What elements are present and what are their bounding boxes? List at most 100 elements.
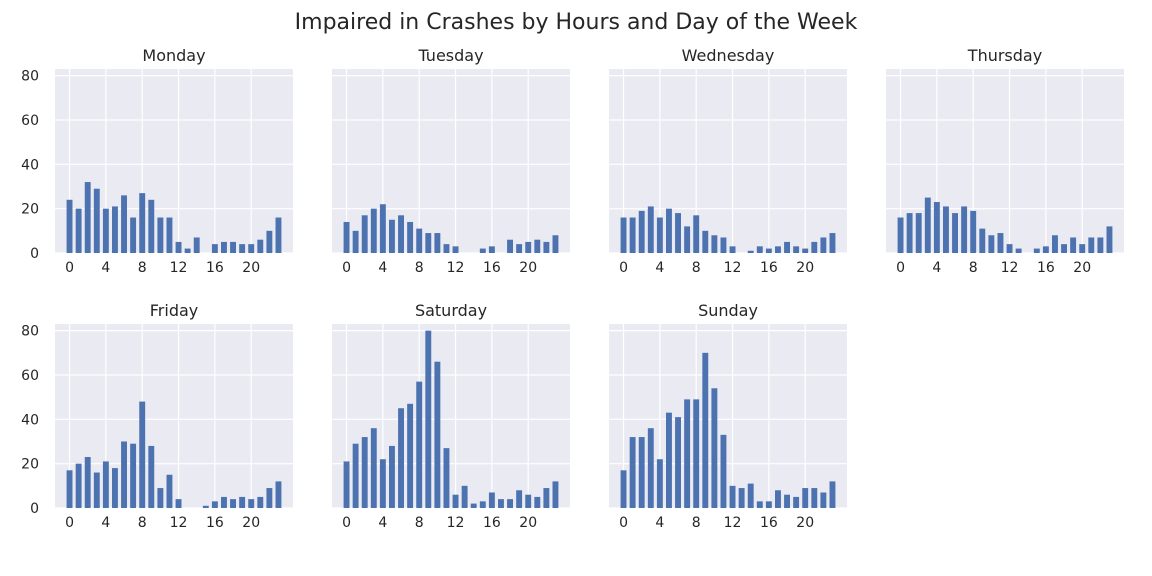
bar-friday-hour-2: [84, 457, 91, 508]
bar-saturday-hour-22: [543, 488, 550, 508]
bar-sunday-hour-15: [756, 501, 763, 508]
bar-sunday-hour-5: [666, 412, 672, 508]
panel-tuesday: 0 4 8 12 16 20 Tuesday: [332, 46, 570, 276]
bar-thursday-hour-13: [1015, 248, 1022, 253]
bar-wednesday-hour-17: [775, 246, 781, 253]
x-tick-label: 16: [206, 515, 224, 531]
x-tick-label: 20: [519, 260, 537, 276]
bar-sunday-hour-12: [729, 485, 736, 508]
bar-wednesday-hour-3: [647, 206, 654, 253]
bar-wednesday-hour-8: [693, 215, 700, 253]
x-tick-label: 12: [170, 515, 188, 531]
bar-monday-hour-4: [102, 208, 109, 253]
bar-saturday-hour-19: [516, 490, 523, 508]
x-tick-label: 16: [1037, 260, 1055, 276]
bar-friday-hour-7: [130, 443, 137, 508]
plot-area: [886, 69, 1124, 253]
bar-thursday-hour-19: [1070, 237, 1077, 253]
panel-saturday: 0 4 8 12 16 20 Saturday: [332, 301, 570, 531]
bar-friday-hour-4: [102, 461, 109, 508]
bar-monday-hour-17: [221, 241, 227, 253]
bar-friday-hour-12: [175, 499, 182, 508]
bar-monday-hour-6: [121, 195, 127, 253]
bar-sunday-hour-8: [693, 399, 700, 508]
bar-tuesday-hour-21: [534, 239, 541, 253]
bar-sunday-hour-4: [656, 459, 663, 508]
bar-tuesday-hour-1: [352, 230, 359, 253]
x-tick-label: 0: [619, 260, 628, 276]
x-tick-label: 4: [378, 260, 387, 276]
bar-monday-hour-20: [248, 244, 255, 253]
panel-wednesday: 0 4 8 12 16 20 Wednesday: [609, 46, 847, 276]
x-tick-label: 16: [760, 515, 778, 531]
bar-saturday-hour-2: [361, 437, 368, 508]
bar-sunday-hour-20: [802, 488, 809, 508]
panel-friday: 0 4 8 12 16 20 0 20 40 60 80 Friday: [21, 301, 293, 531]
bar-monday-hour-2: [84, 182, 91, 253]
plot-area: [55, 69, 293, 253]
bar-sunday-hour-13: [738, 488, 745, 508]
bar-monday-hour-12: [175, 241, 182, 253]
x-tick-label: 8: [692, 260, 701, 276]
bar-monday-hour-11: [166, 217, 173, 253]
bar-tuesday-hour-0: [343, 221, 350, 253]
bar-saturday-hour-23: [552, 481, 559, 508]
panel-title: Tuesday: [417, 46, 483, 65]
bar-thursday-hour-5: [943, 206, 949, 253]
bar-saturday-hour-11: [443, 448, 450, 508]
x-tick-label: 8: [138, 260, 147, 276]
x-tick-label: 20: [242, 515, 260, 531]
bar-wednesday-hour-1: [629, 217, 636, 253]
bar-tuesday-hour-3: [370, 208, 377, 253]
bar-thursday-hour-18: [1061, 244, 1067, 253]
panel-title: Wednesday: [682, 46, 775, 65]
bar-tuesday-hour-5: [389, 219, 395, 253]
bar-thursday-hour-3: [924, 197, 931, 253]
x-tick-label: 0: [342, 260, 351, 276]
x-tick-label: 0: [896, 260, 905, 276]
x-tick-label: 8: [138, 515, 147, 531]
y-tick-label: 80: [21, 324, 39, 340]
bar-friday-hour-23: [275, 481, 282, 508]
bar-saturday-hour-6: [398, 408, 404, 508]
bar-wednesday-hour-16: [765, 248, 772, 253]
bar-thursday-hour-2: [915, 213, 922, 253]
bar-saturday-hour-1: [352, 443, 359, 508]
y-tick-label: 60: [21, 113, 39, 129]
bar-thursday-hour-7: [961, 206, 968, 253]
bar-friday-hour-18: [230, 499, 236, 508]
bar-wednesday-hour-5: [666, 208, 672, 253]
x-tick-label: 4: [378, 515, 387, 531]
x-tick-label: 16: [483, 260, 501, 276]
bar-sunday-hour-23: [829, 481, 836, 508]
bar-tuesday-hour-19: [516, 244, 523, 253]
plot-area: [609, 69, 847, 253]
x-tick-label: 4: [101, 515, 110, 531]
bar-friday-hour-20: [248, 499, 255, 508]
x-tick-label: 4: [655, 260, 664, 276]
bar-wednesday-hour-11: [720, 237, 727, 253]
bar-monday-hour-0: [66, 199, 73, 253]
bar-wednesday-hour-0: [620, 217, 627, 253]
x-tick-label: 8: [692, 515, 701, 531]
figure-title: Impaired in Crashes by Hours and Day of …: [295, 10, 858, 35]
bar-saturday-hour-14: [470, 503, 477, 508]
bar-friday-hour-16: [211, 501, 218, 508]
bar-saturday-hour-4: [379, 459, 386, 508]
bar-wednesday-hour-2: [638, 210, 645, 253]
x-tick-label: 8: [415, 260, 424, 276]
bar-thursday-hour-1: [906, 213, 913, 253]
x-tick-label: 8: [415, 515, 424, 531]
bar-saturday-hour-17: [498, 499, 504, 508]
bar-saturday-hour-3: [370, 428, 377, 508]
y-tick-label: 60: [21, 368, 39, 384]
bar-saturday-hour-9: [425, 330, 432, 508]
bar-friday-hour-15: [202, 505, 209, 508]
y-tick-label: 20: [21, 457, 39, 473]
bar-thursday-hour-6: [952, 213, 958, 253]
x-tick-label: 16: [760, 260, 778, 276]
panel-title: Thursday: [967, 46, 1042, 65]
bar-monday-hour-9: [148, 199, 155, 253]
x-tick-label: 0: [65, 515, 74, 531]
bar-sunday-hour-1: [629, 437, 636, 508]
